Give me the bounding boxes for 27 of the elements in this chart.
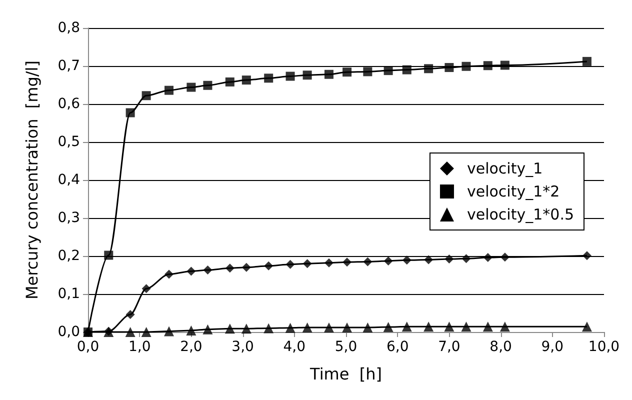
x-tick-label: 6,0 [386,339,409,355]
y-tick-label: 0,6 [58,96,80,112]
y-tick-label: 0,2 [58,248,80,264]
y-tick-label: 0,5 [58,134,80,150]
x-tick-label: 0,0 [76,339,100,355]
y-tick-label: 0,3 [58,210,80,226]
y-tick-label: 0,1 [58,286,80,302]
legend-label: velocity_1*2 [466,182,560,200]
y-tick-label: 0,4 [58,172,80,188]
y-tick-label: 0,0 [58,324,80,340]
x-tick-label: 8,0 [490,339,512,355]
x-tick-label: 9,0 [541,339,564,355]
y-axis-title: Mercury concentration [mg/l] [22,60,42,300]
y-tick-label: 0,8 [58,20,80,36]
point [582,56,592,66]
x-axis-title: Time [h] [309,364,382,384]
point [582,322,592,332]
y-tick-label: 0,7 [58,58,80,74]
x-tick-label: 1,0 [128,339,151,355]
x-tick-label: 4,0 [283,339,306,355]
legend-label: velocity_1*0.5 [466,206,574,224]
x-tick-label: 10,0 [588,339,620,355]
x-tick-label: 3,0 [232,339,254,355]
x-tick-label: 2,0 [180,339,202,355]
legend-label: velocity_1 [466,160,543,178]
x-tick-label: 7,0 [438,339,460,355]
x-tick-label: 5,0 [334,339,358,355]
